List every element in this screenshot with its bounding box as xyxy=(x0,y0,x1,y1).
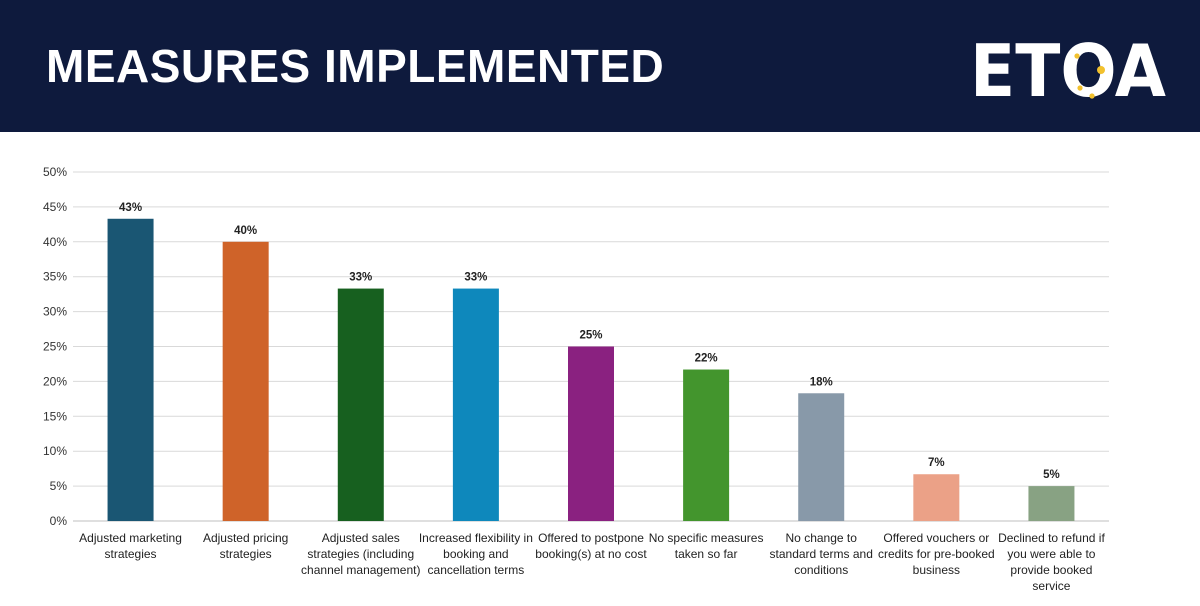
logo-text: ETOA xyxy=(970,30,1166,104)
x-tick-label: Adjusted sales strategies (including cha… xyxy=(301,531,421,577)
y-tick-label: 30% xyxy=(43,305,67,319)
data-label: 18% xyxy=(810,376,833,388)
bar xyxy=(913,474,960,521)
x-tick-label: No specific measures taken so far xyxy=(648,531,764,561)
x-tick-label: Adjusted pricing strategies xyxy=(202,531,289,561)
bar xyxy=(222,241,269,522)
data-label: 25% xyxy=(579,330,602,342)
x-tick-label: Increased flexibility in booking and can… xyxy=(418,531,533,577)
y-tick-label: 10% xyxy=(43,444,67,458)
x-tick-label: Declined to refund if you were able to p… xyxy=(998,531,1105,593)
data-label: 40% xyxy=(234,225,257,237)
bar xyxy=(568,346,614,521)
x-tick-label: No change to standard terms and conditio… xyxy=(769,531,873,577)
bar xyxy=(683,369,730,521)
y-tick-label: 20% xyxy=(43,374,67,388)
y-tick-label: 15% xyxy=(43,409,67,423)
data-label: 5% xyxy=(1043,469,1060,481)
data-label: 33% xyxy=(464,272,487,284)
x-tick-label: Offered vouchers or credits for pre-book… xyxy=(877,531,995,577)
y-tick-label: 0% xyxy=(50,514,68,528)
header-banner: MEASURES IMPLEMENTED ETOA xyxy=(0,0,1200,132)
data-label: 7% xyxy=(928,457,945,469)
y-tick-label: 45% xyxy=(43,200,67,214)
y-tick-label: 35% xyxy=(43,270,67,284)
y-tick-label: 25% xyxy=(43,340,67,354)
bar xyxy=(798,393,845,521)
data-label: 43% xyxy=(119,202,142,214)
data-label: 33% xyxy=(349,272,372,284)
bar xyxy=(107,218,154,521)
x-tick-label: Adjusted marketing strategies xyxy=(79,531,182,561)
bar xyxy=(452,288,499,521)
y-tick-label: 50% xyxy=(43,165,67,179)
page-title: MEASURES IMPLEMENTED xyxy=(46,40,665,92)
bar xyxy=(337,288,384,521)
data-label: 22% xyxy=(695,353,718,365)
bar xyxy=(1028,486,1075,521)
y-tick-label: 40% xyxy=(43,235,67,249)
etoa-logo: ETOA xyxy=(970,30,1166,104)
star-ring-icon xyxy=(1074,53,1105,99)
x-tick-label: Offered to postpone booking(s) at no cos… xyxy=(535,531,647,561)
y-tick-label: 5% xyxy=(50,479,68,493)
bar-chart: 0% 5% 10% 15% 20% 25% 30% 35% 40% 45% 50% 43% 40% 33%… xyxy=(43,165,1109,528)
